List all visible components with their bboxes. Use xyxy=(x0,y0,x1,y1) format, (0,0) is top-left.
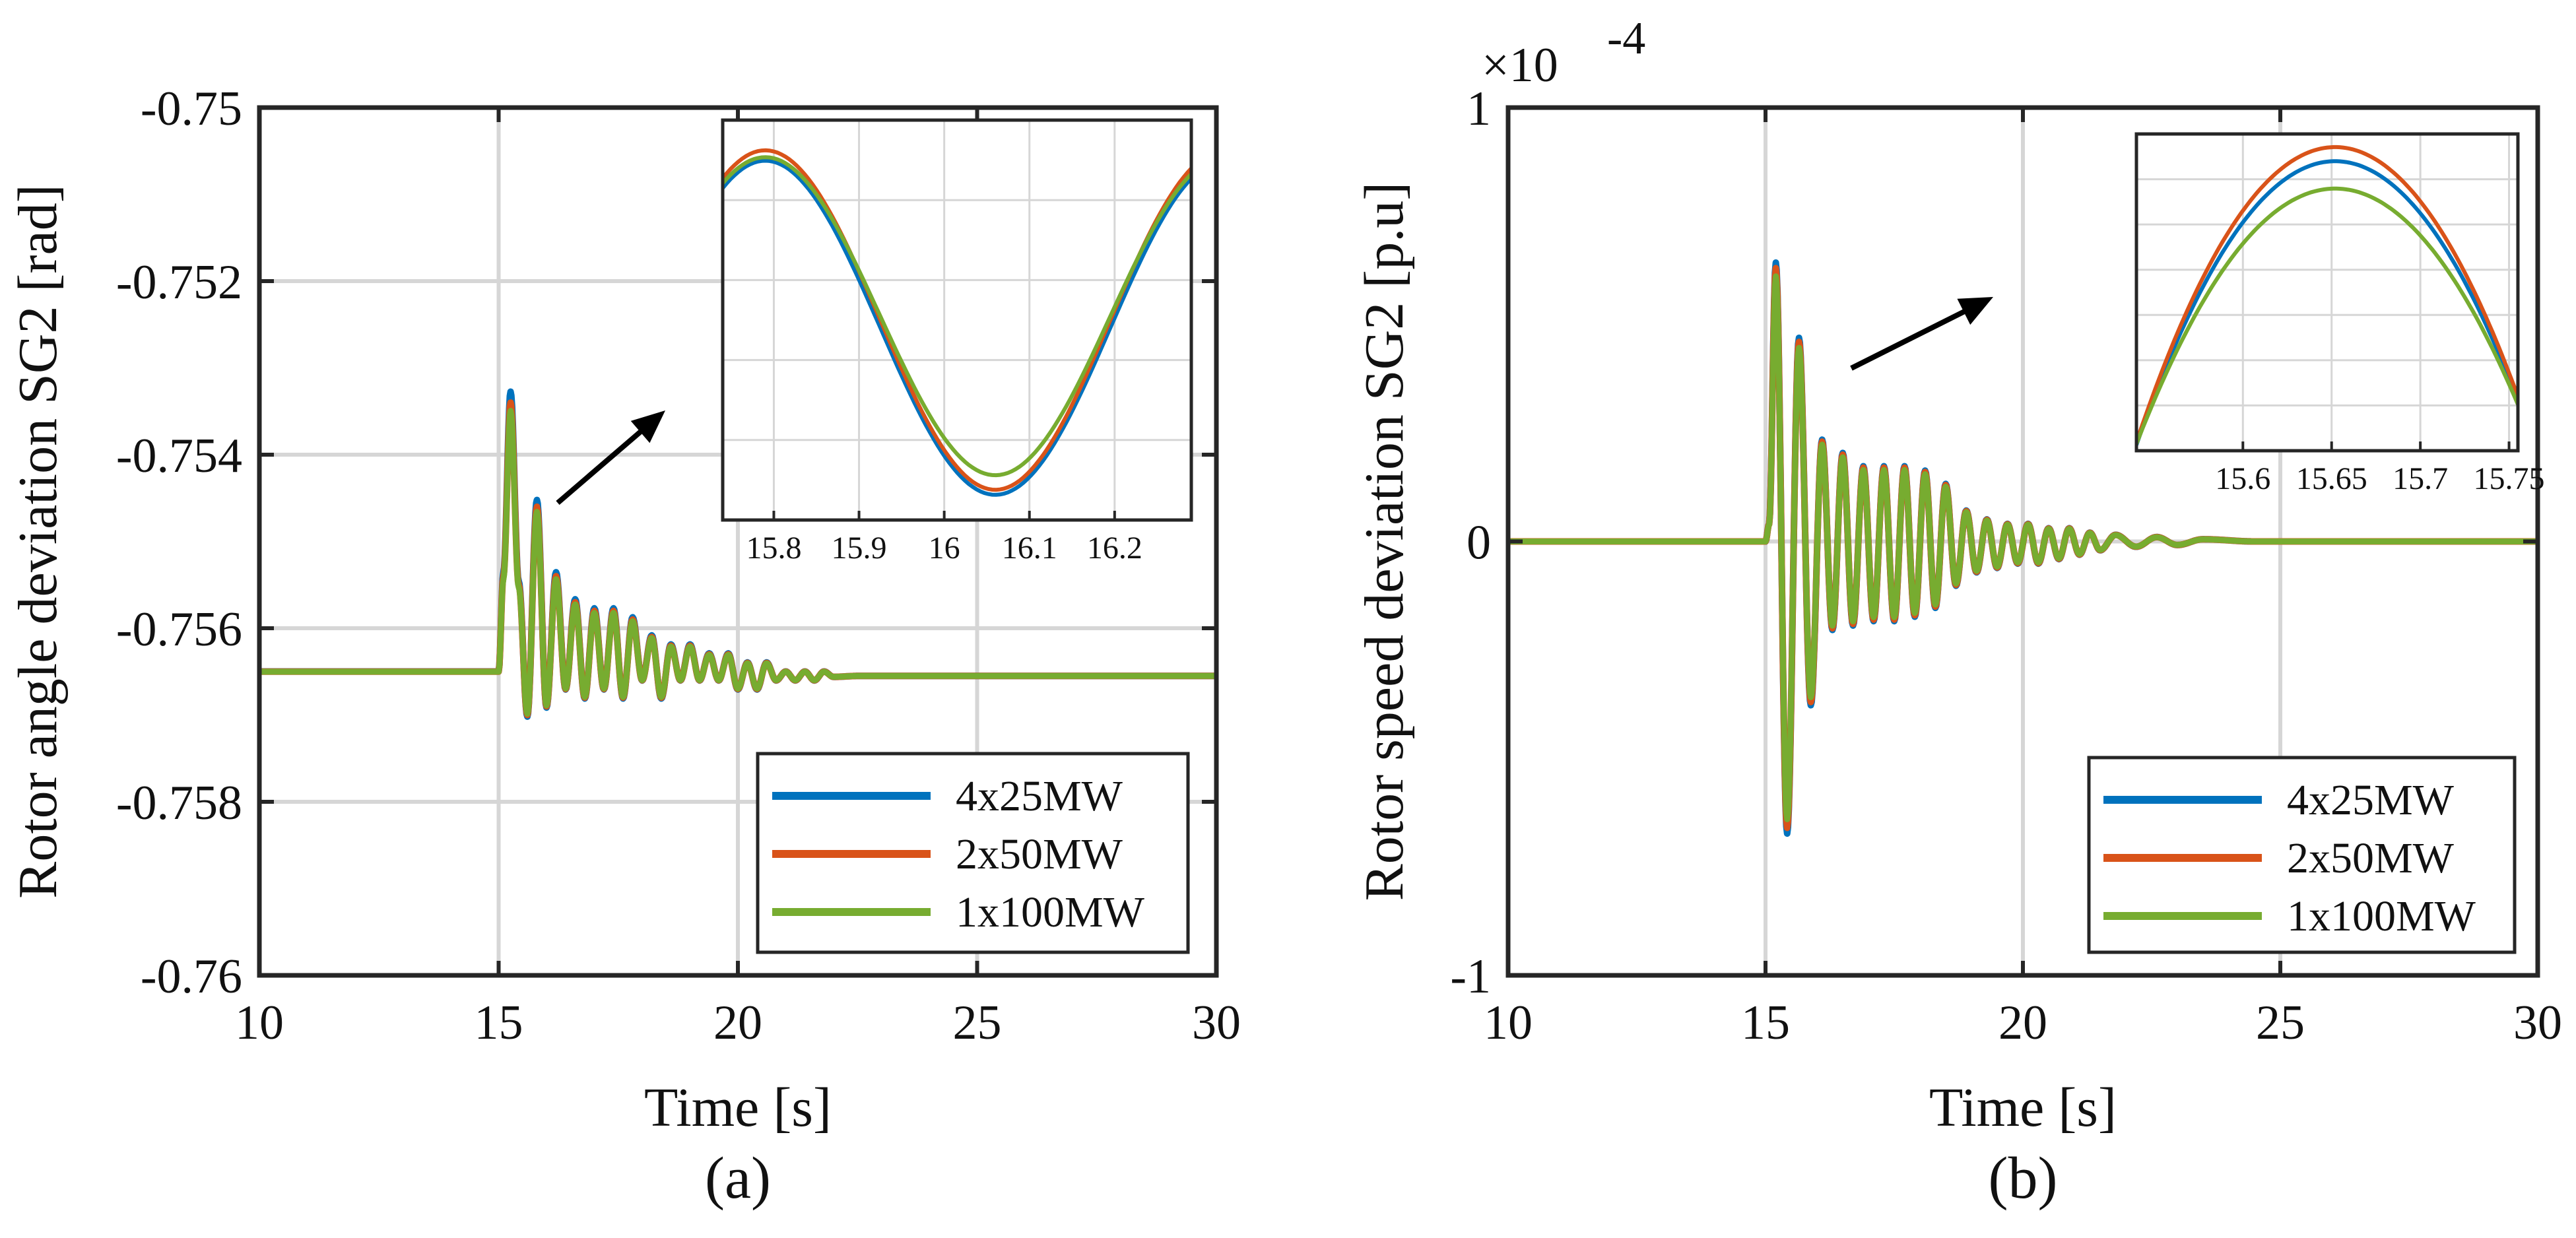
inset-x-tick-label: 15.65 xyxy=(2296,461,2367,496)
inset-series-group xyxy=(2136,145,2518,446)
series-group xyxy=(259,388,1216,720)
y-exponent-label: -4 xyxy=(1607,13,1645,64)
x-tick-label: 15 xyxy=(1741,996,1790,1050)
inset-series-line-4x25MW xyxy=(2136,159,2518,446)
y-tick-label: -0.752 xyxy=(116,255,242,310)
legend-label-4x25MW: 4x25MW xyxy=(956,772,1123,820)
legend-label-2x50MW: 2x50MW xyxy=(956,830,1123,878)
y-tick-label: -0.758 xyxy=(116,776,242,830)
x-tick-label: 25 xyxy=(2256,996,2305,1050)
x-tick-label: 15 xyxy=(475,996,523,1050)
panel-b: 10 15 20 25 30 -1 0 1×10 -4 Time [s] Rotor speed d… xyxy=(1354,13,2562,1211)
x-tick-label: 30 xyxy=(1192,996,1241,1050)
inset-series-line-1x100MW xyxy=(723,155,1191,478)
y-tick-label: -0.754 xyxy=(116,429,242,483)
series-group xyxy=(1508,259,2538,837)
legend-label-1x100MW: 1x100MW xyxy=(956,888,1145,936)
inset-box-bg xyxy=(721,118,1193,522)
y-tick-label: 0 xyxy=(1467,516,1491,570)
zoom-arrow-shaft xyxy=(556,416,659,505)
legend-label-2x50MW: 2x50MW xyxy=(2287,834,2455,882)
inset-x-tick-label: 15.8 xyxy=(746,531,801,566)
y-tick-label: -0.75 xyxy=(141,82,242,136)
panel-a: 10 15 20 25 30 -0.76 -0.758 -0.756 -0.754 -0.752 -… xyxy=(7,82,1241,1211)
panel-caption: (b) xyxy=(1989,1146,2058,1211)
y-tick-label: -0.76 xyxy=(141,950,242,1004)
x-tick-label: 10 xyxy=(235,996,284,1050)
x-tick-label: 10 xyxy=(1484,996,1533,1050)
y-tick-label: 1 xyxy=(1467,82,1491,136)
x-axis-label: Time [s] xyxy=(1929,1077,2117,1138)
zoom-arrow-head xyxy=(1957,297,1993,325)
inset-x-tick-label: 15.6 xyxy=(2215,461,2270,496)
inset-box xyxy=(721,118,1193,522)
inset-box xyxy=(2134,132,2520,453)
inset-x-tick-label: 16.2 xyxy=(1087,531,1142,566)
y-tick-label: -0.756 xyxy=(116,603,242,657)
y-tick-label: -1 xyxy=(1450,950,1491,1004)
panel-caption: (a) xyxy=(705,1146,771,1211)
inset-series-group xyxy=(723,148,1191,497)
inset-x-tick-label: 15.75 xyxy=(2474,461,2545,496)
inset-series-line-2x50MW xyxy=(2136,145,2518,443)
x-tick-label: 25 xyxy=(953,996,1002,1050)
y-multiplier-label: ×10 xyxy=(1482,38,1558,92)
inset-x-tick-label: 16 xyxy=(929,531,960,566)
inset-x-tick-label: 15.9 xyxy=(832,531,887,566)
zoom-arrow-head xyxy=(630,410,665,443)
x-axis-label: Time [s] xyxy=(644,1077,832,1138)
x-tick-label: 20 xyxy=(713,996,762,1050)
inset-x-tick-label: 15.7 xyxy=(2393,461,2448,496)
inset-x-tick-label: 16.1 xyxy=(1002,531,1057,566)
inset-series-line-1x100MW xyxy=(2136,186,2518,445)
y-axis-label: Rotor speed deviation SG2 [p.u] xyxy=(1354,182,1415,901)
x-tick-label: 20 xyxy=(1998,996,2047,1050)
zoom-arrow-shaft xyxy=(1850,300,1983,371)
inset-series-line-4x25MW xyxy=(723,158,1191,497)
series-line-1x100MW xyxy=(1508,273,2538,822)
legend-label-4x25MW: 4x25MW xyxy=(2287,776,2455,824)
x-tick-label: 30 xyxy=(2513,996,2562,1050)
y-axis-label: Rotor angle deviation SG2 [rad] xyxy=(7,184,69,898)
legend-label-1x100MW: 1x100MW xyxy=(2287,892,2476,940)
series-line-1x100MW xyxy=(259,408,1216,717)
